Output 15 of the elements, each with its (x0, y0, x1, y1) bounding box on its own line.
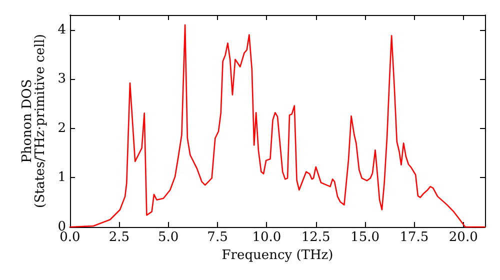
x-tick-label: 10.0 (252, 230, 282, 245)
y-axis-title: Phonon DOS (States/THz·primitive cell) (20, 34, 48, 208)
y-tick-label: 2 (58, 120, 66, 136)
x-tick-label: 0.0 (60, 230, 80, 245)
x-tick-label: 7.5 (207, 230, 228, 245)
x-tick-label: 17.5 (400, 230, 429, 245)
y-tick-label: 3 (58, 72, 66, 87)
x-tick-label: 2.5 (108, 230, 130, 245)
x-tick-label: 12.5 (301, 230, 330, 245)
x-tick-label: 20.0 (448, 230, 478, 245)
y-tick-label: 1 (58, 170, 66, 186)
y-tick-label: 4 (58, 22, 66, 38)
x-tick-label: 5.0 (158, 230, 179, 245)
x-axis-title: Frequency (THz) (222, 248, 334, 263)
x-tick-label: 15.0 (350, 230, 380, 245)
